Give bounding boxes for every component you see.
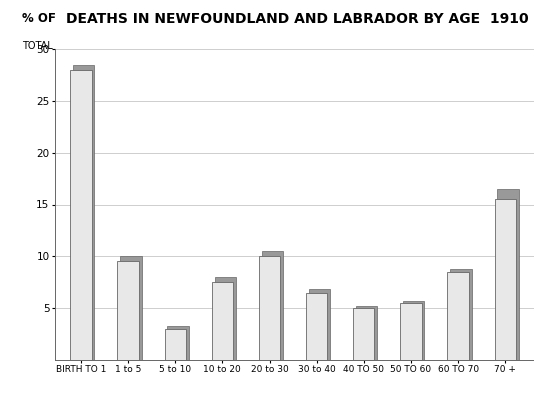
Bar — [309, 290, 330, 360]
Bar — [448, 272, 469, 360]
Text: % OF: % OF — [22, 12, 56, 25]
Bar — [353, 308, 375, 360]
Bar — [356, 306, 377, 360]
Bar — [118, 261, 139, 360]
Bar — [214, 277, 236, 360]
Bar — [259, 256, 280, 360]
Bar — [450, 269, 471, 360]
Bar — [403, 301, 425, 360]
Text: DEATHS IN NEWFOUNDLAND AND LABRADOR BY AGE  1910: DEATHS IN NEWFOUNDLAND AND LABRADOR BY A… — [65, 12, 529, 26]
Bar — [70, 70, 91, 360]
Bar — [120, 256, 141, 360]
Bar — [164, 329, 186, 360]
Text: TOTAL: TOTAL — [22, 41, 53, 51]
Bar — [306, 292, 327, 360]
Bar — [400, 303, 421, 360]
Bar — [262, 251, 283, 360]
Bar — [167, 326, 189, 360]
Bar — [73, 65, 95, 360]
Bar — [494, 199, 516, 360]
Bar — [497, 189, 519, 360]
Bar — [212, 282, 233, 360]
